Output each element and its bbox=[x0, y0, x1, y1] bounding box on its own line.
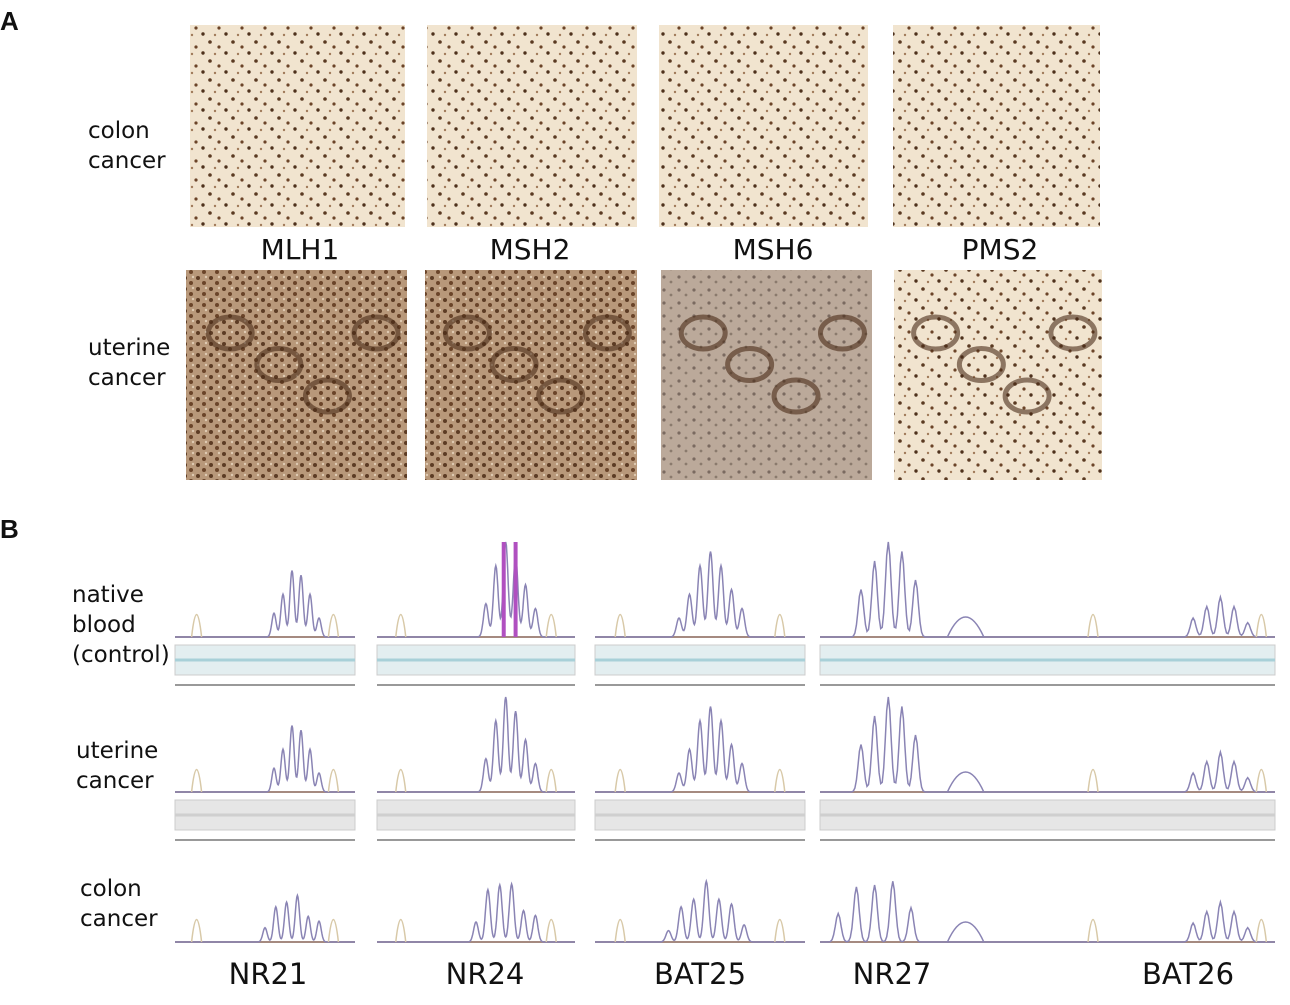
panel-label: A bbox=[0, 6, 19, 36]
size-standard bbox=[1087, 768, 1099, 793]
row-label: cancer bbox=[88, 365, 166, 391]
gland bbox=[678, 314, 728, 352]
row-label: native bbox=[72, 582, 144, 608]
trace bbox=[946, 771, 985, 793]
size-standard bbox=[545, 768, 557, 793]
trace bbox=[175, 570, 355, 638]
size-standard bbox=[327, 613, 340, 638]
gland bbox=[817, 314, 867, 352]
trace bbox=[820, 696, 1275, 793]
trace bbox=[595, 551, 805, 638]
size-standard bbox=[395, 768, 407, 793]
histology-image bbox=[659, 25, 868, 227]
trace bbox=[946, 616, 985, 638]
gland bbox=[1048, 314, 1098, 352]
size-standard bbox=[1087, 918, 1099, 943]
gland bbox=[254, 346, 304, 383]
gland bbox=[351, 314, 401, 352]
trace bbox=[946, 921, 985, 943]
size-standard bbox=[614, 613, 626, 638]
gland bbox=[771, 377, 821, 415]
row-label: cancer bbox=[88, 148, 166, 174]
marker-label: NR24 bbox=[446, 957, 525, 991]
gland bbox=[956, 346, 1006, 383]
size-standard bbox=[190, 918, 203, 943]
size-standard bbox=[774, 613, 786, 638]
size-standard bbox=[395, 918, 407, 943]
size-standard bbox=[327, 918, 340, 943]
gland bbox=[536, 377, 586, 415]
trace bbox=[820, 881, 1275, 943]
gland bbox=[205, 314, 255, 352]
labels: MLH1 MSH2 MSH6 PMS2 colon cancer uterine cancer… bbox=[72, 118, 1234, 991]
histology-image bbox=[893, 25, 1100, 227]
trace bbox=[377, 881, 575, 943]
row-label: colon bbox=[80, 876, 142, 902]
electropherograms bbox=[174, 541, 1276, 943]
size-standard bbox=[1255, 768, 1268, 793]
size-standard bbox=[190, 613, 203, 638]
trace bbox=[377, 696, 575, 793]
column-label: MSH6 bbox=[733, 233, 814, 266]
trace bbox=[820, 541, 1275, 638]
gland bbox=[302, 377, 352, 415]
size-standard bbox=[774, 918, 786, 943]
size-standard bbox=[545, 613, 557, 638]
gland bbox=[725, 346, 775, 383]
size-standard bbox=[190, 768, 203, 793]
trace bbox=[595, 706, 805, 793]
marker-bin bbox=[513, 542, 518, 637]
histology-grid bbox=[186, 25, 1102, 480]
row-label: blood bbox=[72, 612, 136, 638]
size-standard bbox=[614, 918, 626, 943]
column-label: MSH2 bbox=[490, 233, 571, 266]
gland bbox=[582, 314, 632, 352]
size-standard bbox=[774, 768, 786, 793]
row-label: uterine bbox=[76, 738, 158, 764]
trace bbox=[175, 725, 355, 793]
marker-label: NR21 bbox=[229, 957, 308, 991]
size-standard bbox=[614, 768, 626, 793]
column-label: PMS2 bbox=[962, 233, 1039, 266]
size-standard bbox=[1255, 613, 1268, 638]
row-label: cancer bbox=[76, 768, 154, 794]
marker-label: BAT26 bbox=[1142, 957, 1234, 991]
row-label: colon bbox=[88, 118, 150, 144]
size-standard bbox=[1087, 613, 1099, 638]
row-label: uterine bbox=[88, 335, 170, 361]
gland bbox=[489, 346, 539, 383]
trace bbox=[595, 878, 805, 943]
row-label: cancer bbox=[80, 906, 158, 932]
histology-image bbox=[427, 25, 637, 227]
gland bbox=[911, 314, 961, 352]
size-standard bbox=[395, 613, 407, 638]
size-standard bbox=[327, 768, 340, 793]
marker-label: BAT25 bbox=[654, 957, 746, 991]
gland bbox=[442, 314, 492, 352]
trace bbox=[175, 893, 355, 943]
panel-label: B bbox=[0, 514, 19, 544]
marker-bin bbox=[501, 542, 506, 637]
histology-image bbox=[190, 25, 405, 227]
row-label: (control) bbox=[72, 642, 170, 668]
marker-label: NR27 bbox=[853, 957, 932, 991]
trace bbox=[377, 541, 575, 638]
size-standard bbox=[545, 918, 557, 943]
column-label: MLH1 bbox=[261, 233, 340, 266]
gland bbox=[1002, 377, 1052, 415]
size-standard bbox=[1255, 918, 1268, 943]
